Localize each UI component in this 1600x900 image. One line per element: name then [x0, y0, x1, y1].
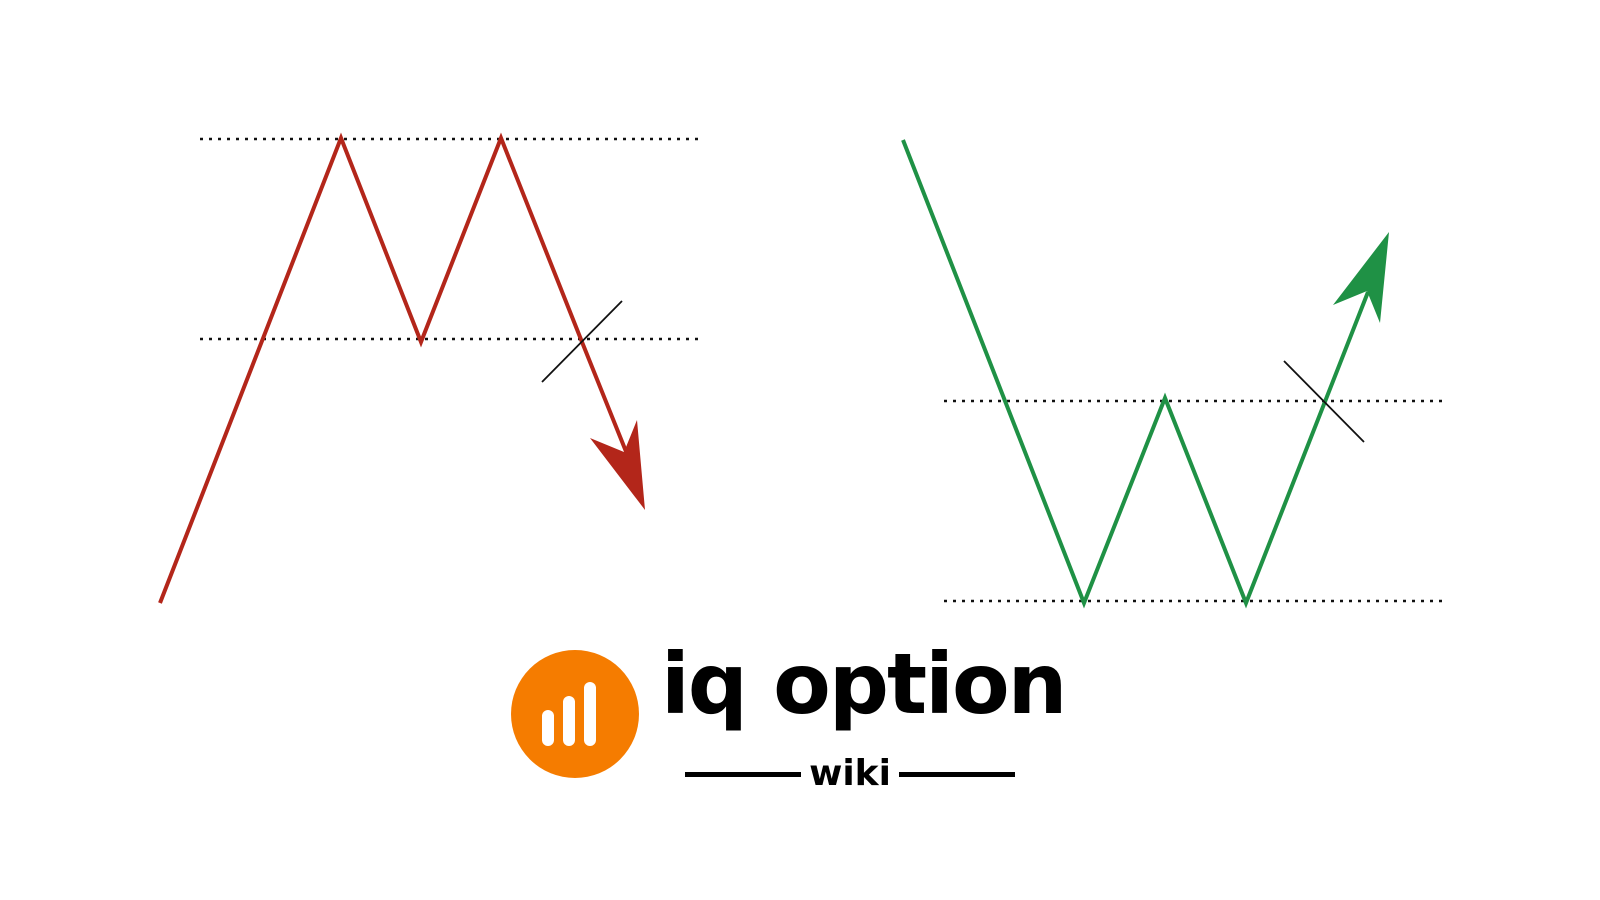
- price-path-up: [901, 139, 1370, 609]
- breakout-marker: [541, 300, 623, 383]
- logo-bar: [584, 682, 596, 746]
- up-arrowhead: [1333, 232, 1389, 323]
- logo-bar: [563, 696, 575, 746]
- brand-name: iq option: [661, 635, 1067, 733]
- down-arrowhead: [590, 420, 645, 510]
- bar-chart-icon: [511, 650, 639, 778]
- brand-sub-row: wiki: [685, 753, 1016, 794]
- double-bottom-pattern: [901, 139, 1446, 609]
- brand-sub: wiki: [809, 753, 891, 794]
- brand-logo: iq option wiki: [511, 642, 1067, 810]
- brand-rule-left: [685, 771, 802, 777]
- brand-rule-right: [898, 771, 1016, 777]
- double-top-pattern: [158, 132, 702, 604]
- price-path-down: [158, 132, 629, 604]
- logo-bar: [542, 710, 554, 746]
- breakout-marker-bottom: [1283, 360, 1365, 443]
